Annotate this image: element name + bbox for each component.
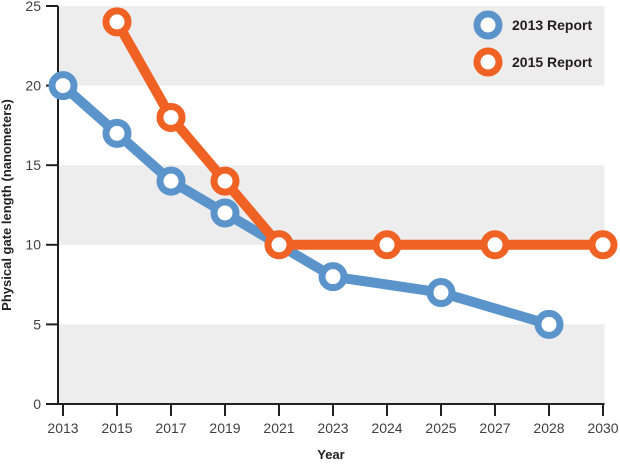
x-tick-label: 2023 [317, 420, 348, 436]
background-band [59, 165, 605, 245]
data-point-marker-2013-report [426, 278, 456, 308]
data-point-marker-2013-report [102, 118, 132, 148]
data-point-marker-2015-report [156, 102, 186, 132]
legend-item-2013-report: 2013 Report [473, 10, 592, 40]
x-axis-title: Year [317, 447, 344, 462]
data-point-marker-2013-report [210, 198, 240, 228]
data-point-marker-2015-report [480, 230, 510, 260]
y-tick-label: 0 [33, 396, 41, 412]
x-tick-label: 2025 [425, 420, 456, 436]
data-point-marker-2015-report [372, 230, 402, 260]
x-tick-label: 2021 [263, 420, 294, 436]
x-tick-label: 2017 [155, 420, 186, 436]
data-point-marker-2015-report [210, 166, 240, 196]
y-tick-label: 10 [25, 237, 41, 253]
legend-marker-2013-report [473, 10, 503, 40]
x-tick-label: 2024 [371, 420, 402, 436]
series [48, 7, 618, 339]
series-2015-report [102, 7, 618, 260]
y-axis-title: Physical gate length (nanometers) [0, 99, 14, 311]
data-point-marker-2015-report [588, 230, 618, 260]
legend: 2013 Report 2015 Report [473, 10, 592, 77]
y-tick-label: 25 [25, 0, 41, 14]
data-point-marker-2013-report [534, 309, 564, 339]
x-tick-label: 2028 [533, 420, 564, 436]
background-band [59, 324, 605, 404]
y-tick-label: 15 [25, 157, 41, 173]
x-tick-label: 2027 [479, 420, 510, 436]
legend-item-2015-report: 2015 Report [473, 47, 592, 77]
legend-label-2013-report: 2013 Report [512, 17, 592, 33]
data-point-marker-2013-report [156, 166, 186, 196]
data-point-marker-2013-report [48, 71, 78, 101]
x-tick-label: 2015 [101, 420, 132, 436]
legend-marker-2015-report [473, 47, 503, 77]
data-point-marker-2013-report [318, 262, 348, 292]
data-point-marker-2015-report [264, 230, 294, 260]
legend-label-2015-report: 2015 Report [512, 54, 592, 70]
plot-background-bands [59, 6, 605, 404]
x-tick-label: 2013 [47, 420, 78, 436]
x-tick-label: 2019 [209, 420, 240, 436]
y-tick-label: 5 [33, 316, 41, 332]
data-point-marker-2015-report [102, 7, 132, 37]
x-tick-label: 2030 [587, 420, 618, 436]
y-tick-label: 20 [25, 78, 41, 94]
